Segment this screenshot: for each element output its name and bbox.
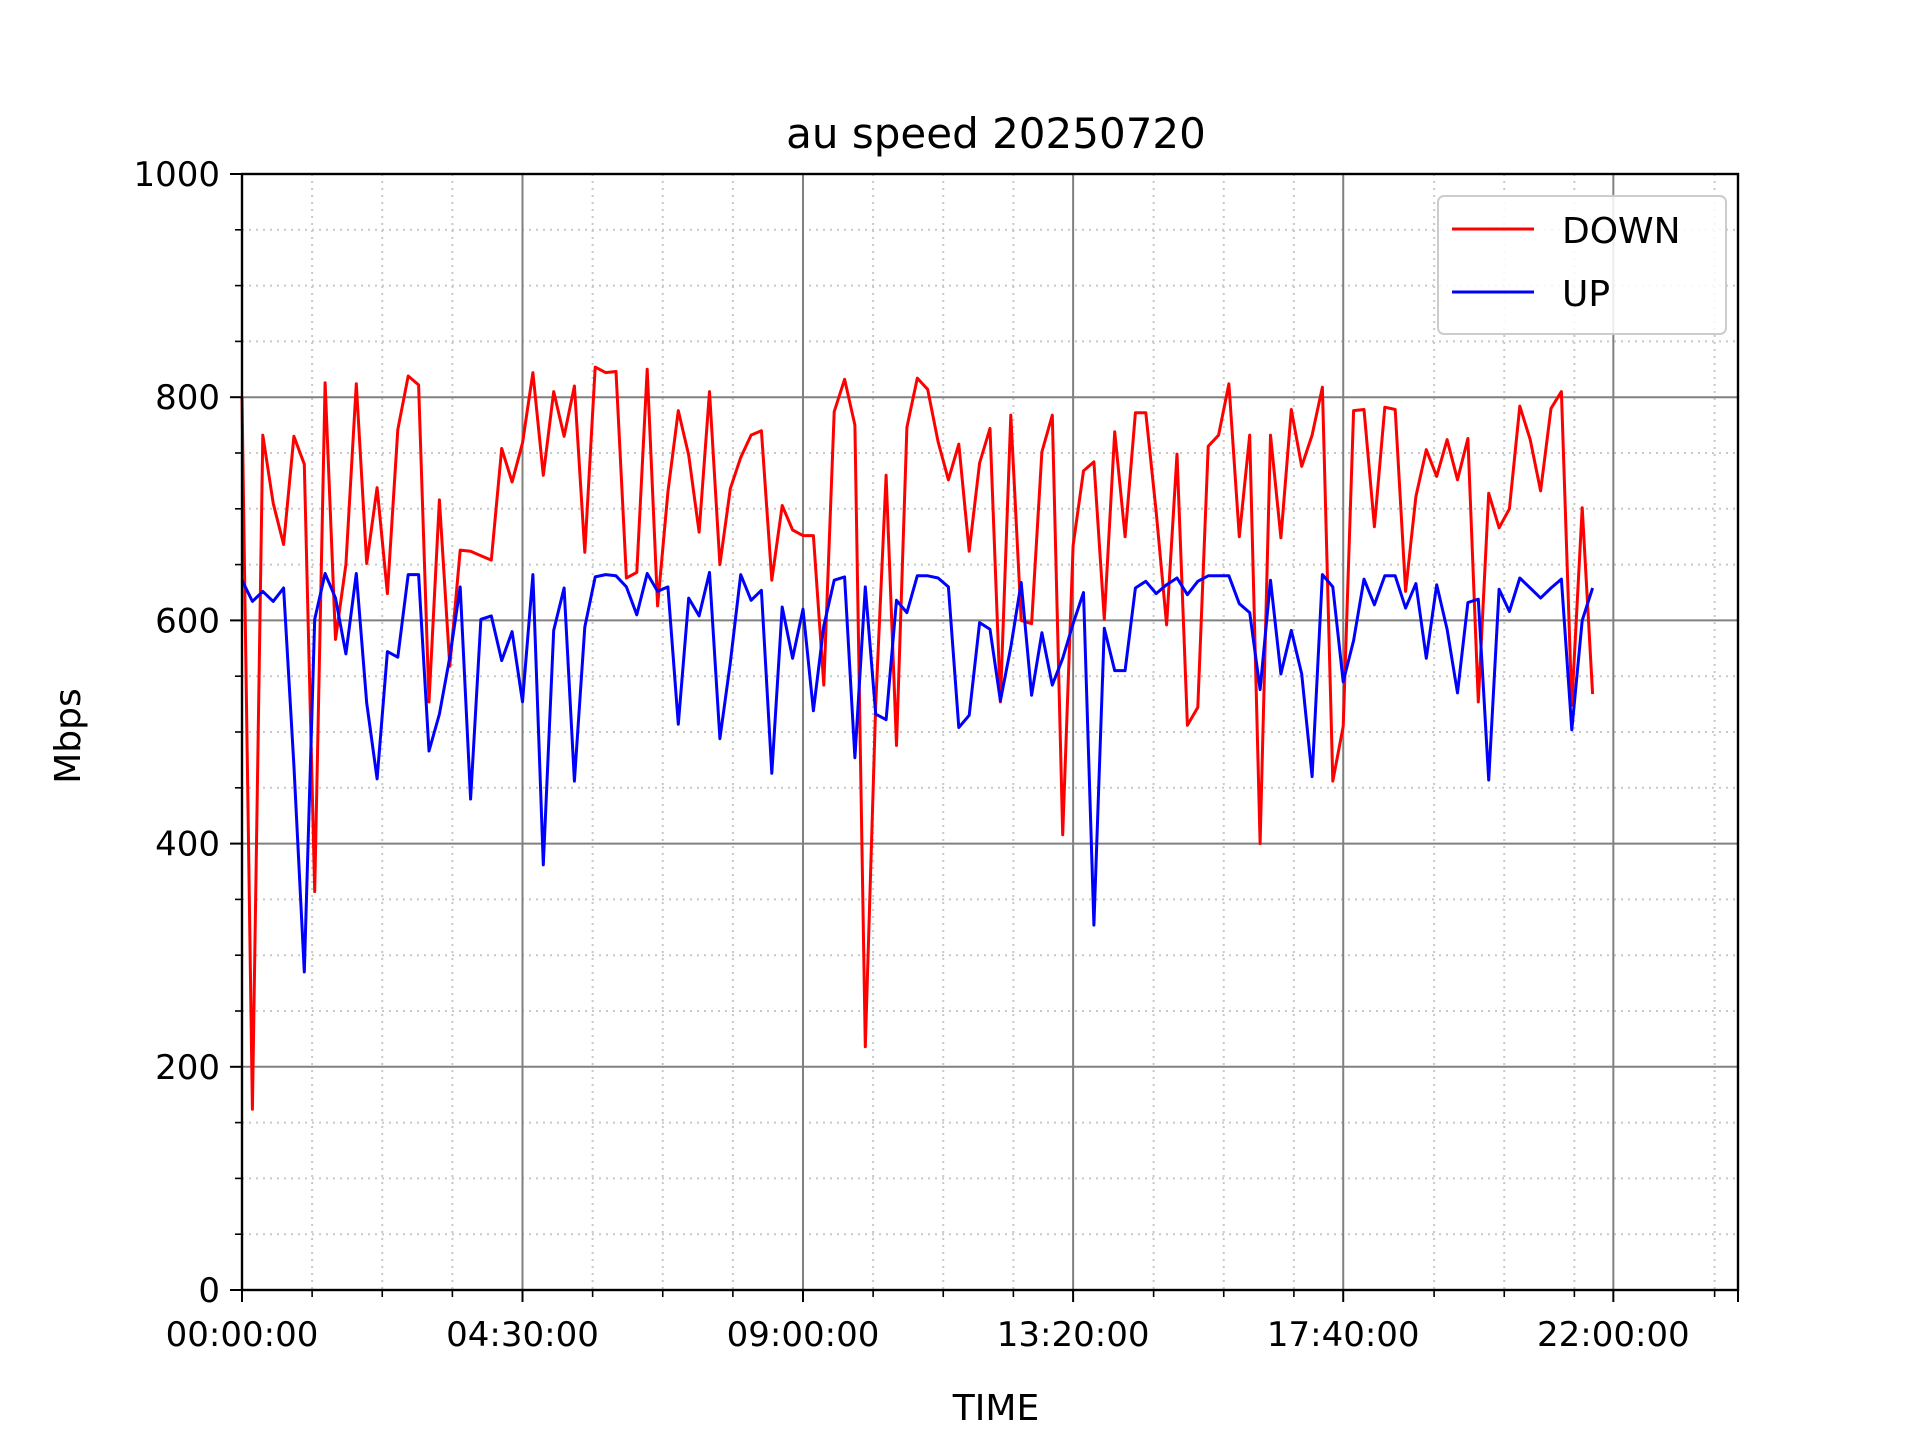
x-tick-label: 22:00:00 (1537, 1315, 1690, 1355)
y-tick-label: 0 (198, 1271, 220, 1311)
y-tick-label: 400 (155, 825, 220, 865)
series-line-up (240, 570, 1595, 974)
x-tick-label: 17:40:00 (1267, 1315, 1420, 1355)
y-tick-label: 800 (155, 378, 220, 418)
series-layer (240, 365, 1595, 1111)
x-tick-label: 09:00:00 (727, 1315, 880, 1355)
y-tick-label: 1000 (133, 155, 220, 195)
legend: DOWN UP (1437, 195, 1727, 335)
y-tick-label: 600 (155, 601, 220, 641)
chart-title: au speed 20250720 (786, 109, 1206, 158)
legend-label-up: UP (1562, 274, 1610, 315)
tick-labels: 0 200 400 600 800 1000 00:00:00 04:30:00 09:00:0… (133, 155, 1689, 1355)
series-line-down (240, 365, 1595, 1111)
legend-label-down: DOWN (1562, 211, 1681, 252)
y-axis-title: Mbps (48, 688, 89, 784)
x-tick-label: 13:20:00 (997, 1315, 1150, 1355)
x-axis-title: TIME (952, 1388, 1039, 1429)
ticks-layer (230, 173, 1739, 1302)
x-tick-label: 00:00:00 (166, 1315, 319, 1355)
y-tick-label: 200 (155, 1048, 220, 1088)
x-tick-label: 04:30:00 (446, 1315, 599, 1355)
